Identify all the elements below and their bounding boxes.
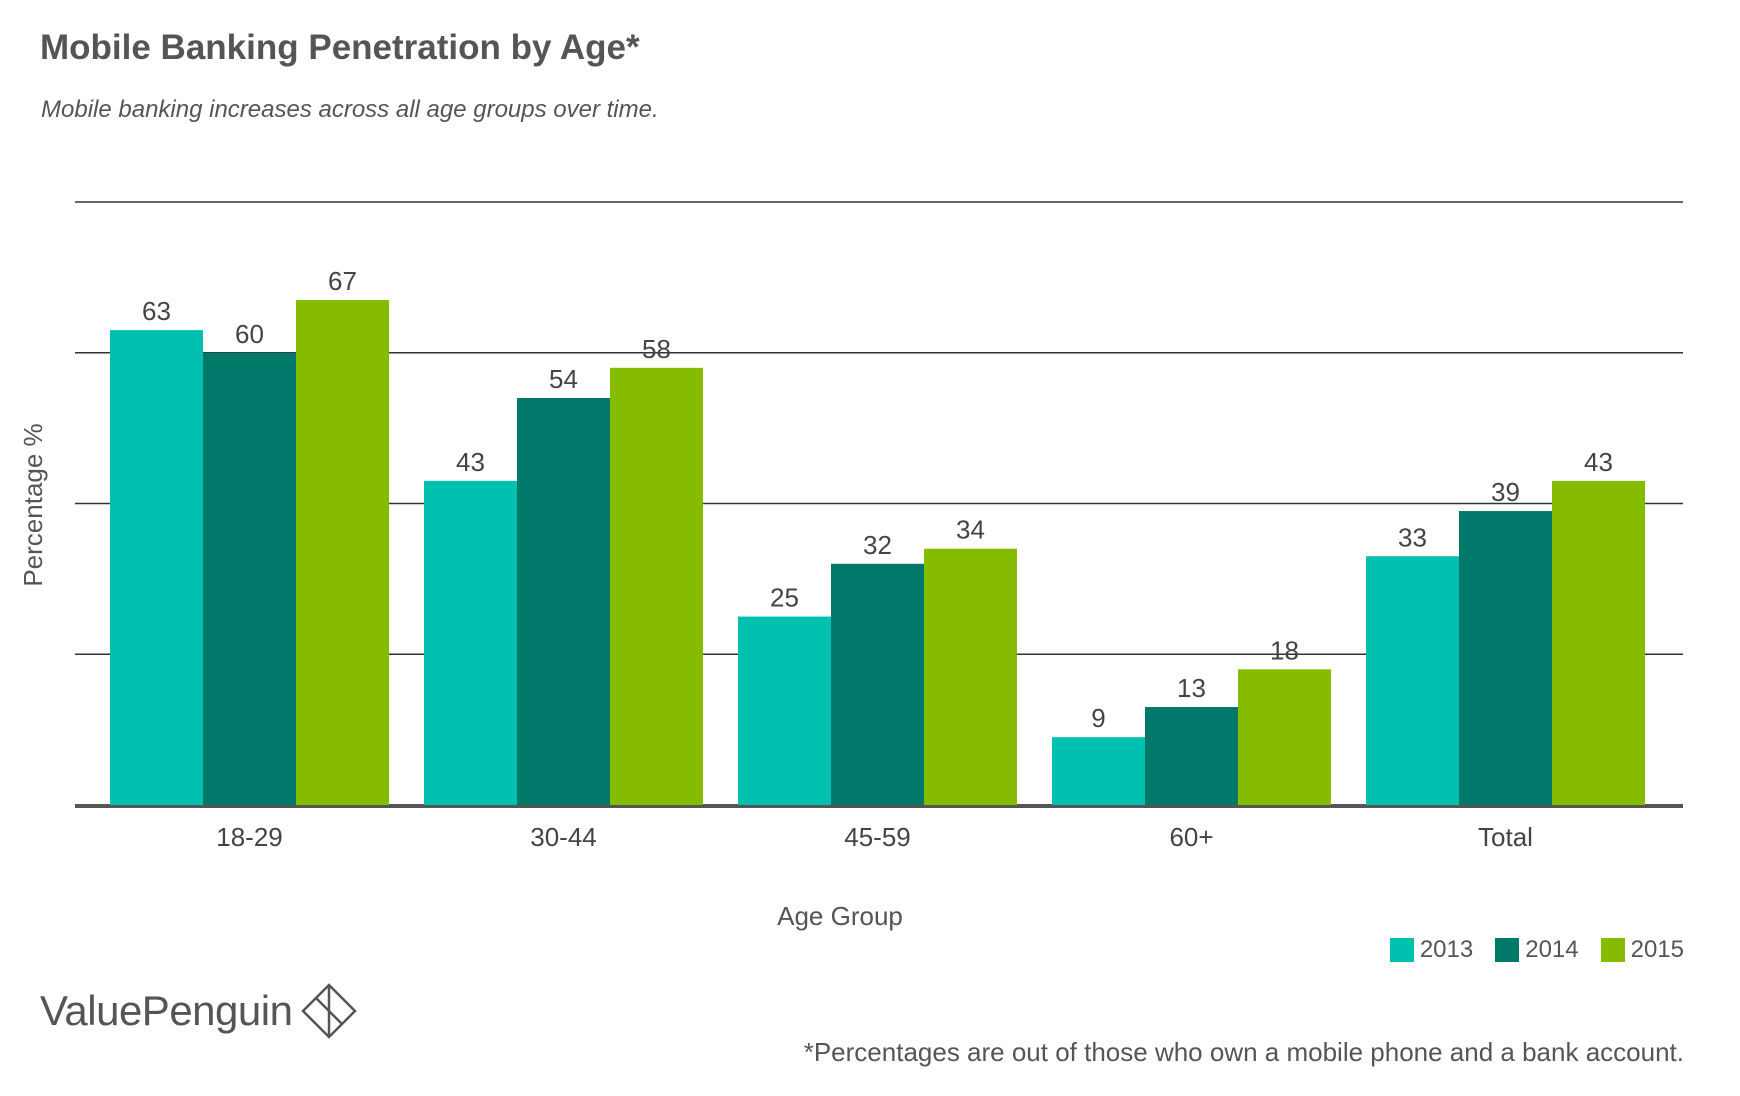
data-label-Total-2015: 43 — [1584, 447, 1613, 477]
legend-label: 2013 — [1419, 936, 1474, 963]
data-label-45-59-2014: 32 — [863, 530, 892, 560]
data-label-60+-2014: 13 — [1177, 673, 1206, 703]
data-label-60+-2013: 9 — [1091, 703, 1105, 733]
data-labels: 63 60 67 43 54 58 25 32 34 9 13 18 33 39 43 — [142, 266, 1613, 733]
chart-title: Mobile Banking Penetration by Age* — [40, 28, 640, 67]
legend-item-2013: 2013 — [1389, 936, 1474, 964]
bar-60+-2015 — [1238, 669, 1331, 805]
data-label-45-59-2015: 34 — [956, 515, 985, 545]
bar-60+-2014 — [1145, 707, 1238, 805]
valuepenguin-logo-icon — [301, 983, 358, 1039]
legend-swatch-2013 — [1389, 938, 1414, 962]
legend: 2013 2014 2015 — [1389, 936, 1684, 964]
data-label-30-44-2013: 43 — [456, 447, 485, 477]
legend-item-2015: 2015 — [1600, 936, 1684, 964]
data-label-Total-2014: 39 — [1491, 477, 1520, 507]
legend-label: 2015 — [1630, 936, 1684, 963]
x-tick-label-30-44: 30-44 — [530, 822, 597, 852]
legend-swatch-2014 — [1495, 938, 1520, 962]
bar-60+-2013 — [1052, 737, 1145, 805]
x-axis-title: Age Group — [777, 901, 903, 931]
bars — [110, 299, 1645, 805]
data-label-18-29-2015: 67 — [328, 266, 357, 296]
bar-Total-2015 — [1552, 480, 1645, 805]
bar-30-44-2013 — [424, 480, 517, 805]
data-label-45-59-2013: 25 — [770, 583, 799, 613]
legend-swatch-2015 — [1600, 938, 1625, 962]
legend-label: 2014 — [1525, 936, 1579, 963]
x-tick-label-Total: Total — [1478, 822, 1533, 852]
brand: ValuePenguin — [40, 982, 358, 1040]
legend-item-2014: 2014 — [1495, 936, 1579, 964]
data-label-Total-2013: 33 — [1398, 522, 1427, 552]
bar-45-59-2013 — [738, 616, 831, 805]
x-tick-labels: 18-29 30-44 45-59 60+ Total — [216, 822, 1533, 852]
data-label-30-44-2015: 58 — [642, 334, 671, 364]
data-label-18-29-2013: 63 — [142, 296, 171, 326]
bar-30-44-2015 — [610, 367, 703, 805]
bar-30-44-2014 — [517, 397, 610, 805]
bar-18-29-2013 — [110, 330, 203, 805]
bar-Total-2013 — [1366, 556, 1459, 805]
x-tick-label-45-59: 45-59 — [844, 822, 911, 852]
data-label-30-44-2014: 54 — [549, 364, 578, 394]
data-label-18-29-2014: 60 — [235, 319, 264, 349]
data-label-60+-2015: 18 — [1270, 635, 1299, 665]
brand-name: ValuePenguin — [40, 987, 293, 1034]
bar-45-59-2014 — [831, 563, 924, 805]
y-axis-title: Percentage % — [18, 423, 48, 586]
bar-18-29-2014 — [203, 352, 296, 805]
footnote: *Percentages are out of those who own a … — [803, 1037, 1684, 1067]
bar-45-59-2015 — [924, 548, 1017, 805]
bar-Total-2014 — [1459, 511, 1552, 805]
x-tick-label-60+: 60+ — [1169, 822, 1213, 852]
bar-18-29-2015 — [296, 299, 389, 805]
chart-subtitle: Mobile banking increases across all age … — [41, 96, 659, 123]
x-tick-label-18-29: 18-29 — [216, 822, 283, 852]
